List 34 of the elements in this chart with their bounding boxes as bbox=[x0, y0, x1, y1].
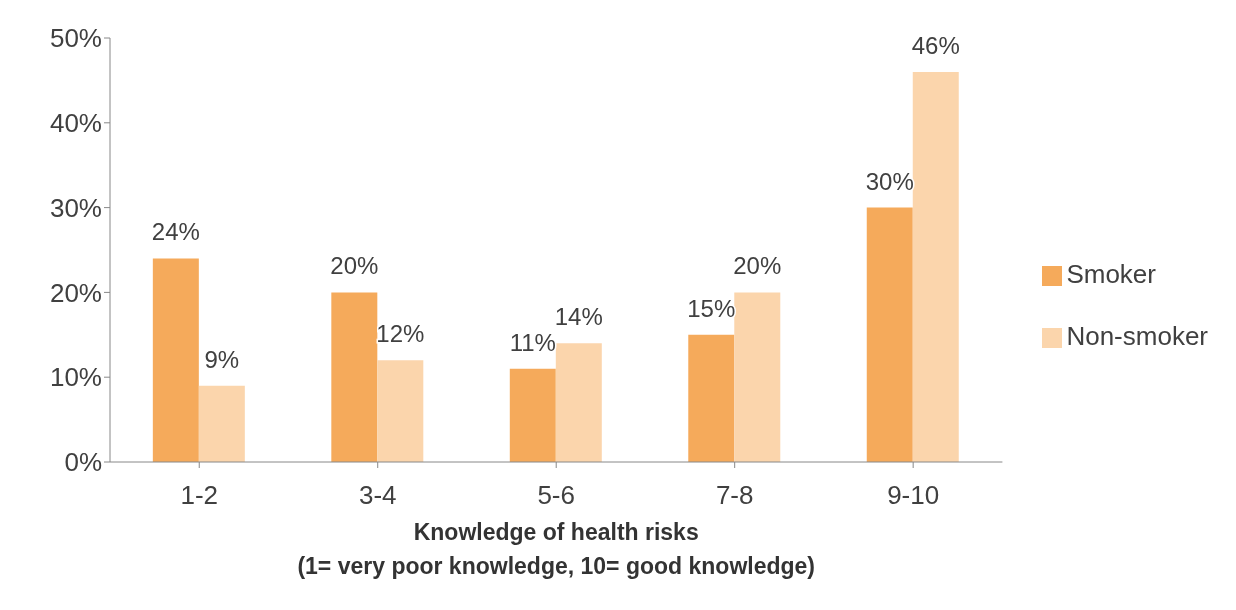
data-label: 46% bbox=[911, 31, 960, 59]
bar bbox=[555, 343, 602, 462]
bar bbox=[198, 385, 245, 462]
bar bbox=[688, 334, 735, 462]
data-label: 14% bbox=[554, 303, 603, 331]
data-label: 30% bbox=[865, 167, 914, 195]
x-tick-label: 5-6 bbox=[537, 480, 575, 511]
data-label: 11% bbox=[509, 328, 556, 356]
bar bbox=[912, 71, 959, 462]
data-label: 15% bbox=[687, 294, 736, 322]
data-label: 24% bbox=[151, 218, 200, 246]
bar bbox=[509, 368, 556, 462]
y-tick-label: 30% bbox=[49, 192, 102, 223]
legend-label: Non-smoker bbox=[1066, 321, 1208, 351]
data-label: 12% bbox=[376, 320, 425, 348]
data-label: 9% bbox=[204, 345, 240, 373]
x-axis-title: Knowledge of health risks (1= very poor knowledge, 10= good knowledge) bbox=[297, 519, 816, 579]
legend-label: Smoker bbox=[1066, 259, 1156, 289]
x-tick-label: 9-10 bbox=[887, 480, 940, 511]
bar bbox=[734, 292, 781, 462]
bar bbox=[331, 292, 378, 462]
data-label: 20% bbox=[330, 252, 379, 280]
y-tick-label: 40% bbox=[49, 108, 102, 139]
x-tick-label: 3-4 bbox=[358, 480, 397, 511]
bar bbox=[152, 258, 199, 462]
y-tick-label: 0% bbox=[64, 447, 102, 478]
bar bbox=[866, 207, 913, 462]
data-label: 20% bbox=[733, 252, 782, 280]
x-tick-label: 1-2 bbox=[180, 480, 219, 511]
x-tick-label: 7-8 bbox=[715, 480, 754, 511]
y-tick-label: 50% bbox=[49, 23, 102, 54]
y-tick-label: 20% bbox=[49, 277, 102, 308]
bar bbox=[377, 360, 424, 462]
y-tick-label: 10% bbox=[49, 362, 102, 393]
